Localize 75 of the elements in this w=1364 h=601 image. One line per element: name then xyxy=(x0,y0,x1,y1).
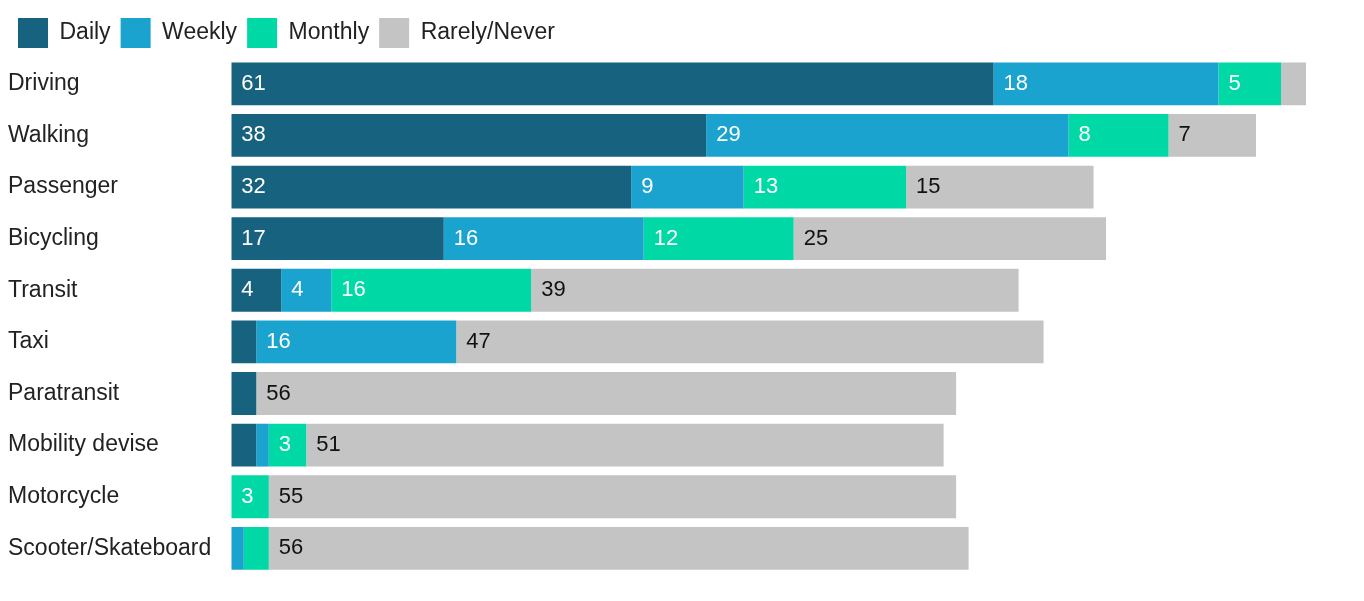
legend-label: Daily xyxy=(59,18,112,45)
data-label: 39 xyxy=(541,276,566,302)
data-label: 18 xyxy=(1003,69,1029,95)
bar xyxy=(268,423,307,467)
bar xyxy=(231,62,994,106)
data-label: 8 xyxy=(1078,121,1091,147)
data-label: 38 xyxy=(241,121,266,147)
bar xyxy=(231,372,257,415)
y-tick-label: Bicycling xyxy=(8,224,99,251)
data-label: 55 xyxy=(278,482,304,508)
bar xyxy=(268,475,957,519)
bar xyxy=(331,268,532,312)
data-label: 3 xyxy=(278,431,292,457)
bar xyxy=(231,217,444,261)
y-tick-label: Driving xyxy=(8,69,80,96)
bar xyxy=(256,320,457,364)
data-label: 4 xyxy=(241,276,254,302)
bar xyxy=(531,268,1019,312)
data-label: 16 xyxy=(266,327,291,353)
bar xyxy=(1168,114,1257,157)
bar xyxy=(256,372,957,415)
data-label: 61 xyxy=(241,69,266,95)
bar xyxy=(281,268,332,312)
bar xyxy=(231,475,269,519)
data-label: 25 xyxy=(803,224,829,250)
data-label: 47 xyxy=(466,327,491,353)
legend-label: Rarely/Never xyxy=(420,18,556,45)
data-label: 7 xyxy=(1178,121,1191,147)
legend-label: Weekly xyxy=(162,18,238,45)
y-tick-label: Scooter/Skateboard xyxy=(8,533,212,560)
y-tick-label: Transit xyxy=(8,275,79,302)
data-label: 16 xyxy=(453,224,479,250)
data-label: 56 xyxy=(266,379,291,405)
data-label: 12 xyxy=(653,224,679,250)
data-label: 16 xyxy=(341,276,366,302)
legend-label: Monthly xyxy=(288,18,370,45)
bar xyxy=(231,114,707,157)
bar xyxy=(1281,62,1307,106)
bar xyxy=(906,165,1094,209)
data-label: 13 xyxy=(753,173,779,199)
data-label: 9 xyxy=(641,173,654,199)
bar xyxy=(268,526,969,570)
bar xyxy=(1218,62,1282,106)
bar xyxy=(231,320,257,364)
bar xyxy=(256,423,269,467)
data-label: 56 xyxy=(278,534,304,560)
bar xyxy=(993,62,1219,106)
bar xyxy=(231,423,257,467)
data-label: 4 xyxy=(291,276,304,302)
data-label: 51 xyxy=(316,431,341,457)
data-label: 17 xyxy=(241,224,266,250)
y-tick-label: Taxi xyxy=(8,327,49,354)
bar xyxy=(643,217,794,261)
y-tick-label: Mobility devise xyxy=(8,430,159,457)
data-label: 15 xyxy=(916,173,941,199)
bar xyxy=(743,165,907,209)
bar xyxy=(306,423,944,467)
bar xyxy=(231,165,632,209)
bar xyxy=(443,217,644,261)
bar xyxy=(1068,114,1169,157)
bar xyxy=(793,217,1107,261)
y-tick-label: Paratransit xyxy=(8,378,120,405)
data-label: 5 xyxy=(1228,69,1241,95)
bar xyxy=(631,165,744,209)
y-tick-label: Motorcycle xyxy=(8,482,120,509)
bar xyxy=(706,114,1069,157)
bar xyxy=(243,526,269,570)
data-label: 32 xyxy=(241,173,266,199)
data-label: 3 xyxy=(241,482,254,508)
bar xyxy=(231,526,244,570)
bar xyxy=(231,268,282,312)
y-tick-label: Passenger xyxy=(8,172,119,199)
data-label: 29 xyxy=(716,121,741,147)
y-tick-label: Walking xyxy=(8,120,89,147)
bar xyxy=(456,320,1044,364)
